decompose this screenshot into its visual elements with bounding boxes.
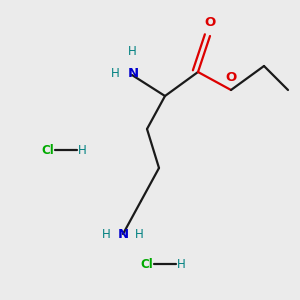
Text: H: H [177,257,186,271]
Text: Cl: Cl [140,257,153,271]
Text: N: N [118,227,129,241]
Text: H: H [78,143,87,157]
Text: O: O [204,16,216,28]
Text: H: H [128,46,136,59]
Text: H: H [111,67,120,80]
Text: N: N [128,67,139,80]
Text: O: O [225,71,237,84]
Text: H: H [135,227,144,241]
Text: H: H [102,227,111,241]
Text: Cl: Cl [41,143,54,157]
